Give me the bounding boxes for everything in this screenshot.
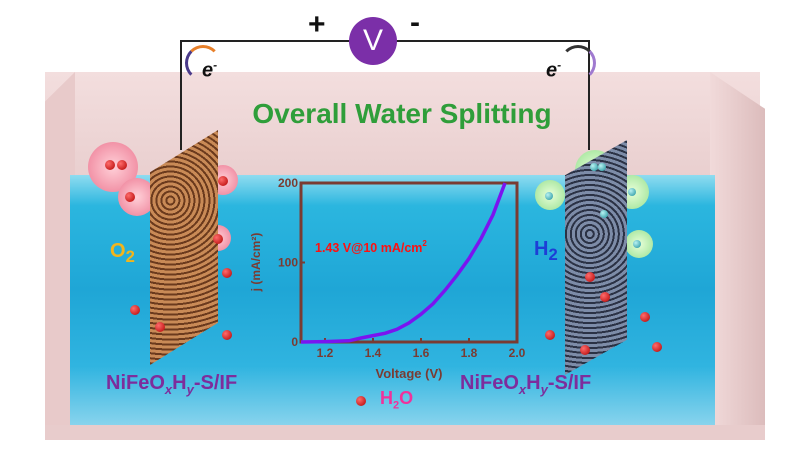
annotation-text: 1.43 V@10 mA/cm (315, 241, 422, 255)
annotation-sup: 2 (422, 239, 427, 248)
polarization-curve (300, 182, 507, 344)
minus-sign: - (410, 6, 420, 39)
y-axis-label: j (mA/cm²) (249, 233, 263, 293)
electron-label-right: e- (546, 58, 561, 83)
hydrogen-molecule (598, 163, 606, 171)
water-molecule (155, 322, 165, 332)
water-molecule-icon (356, 396, 366, 406)
oxygen-molecule (125, 192, 135, 202)
diagram-title: Overall Water Splitting (252, 98, 552, 129)
label-sub: y (186, 382, 194, 397)
hydrogen-molecule (633, 240, 641, 248)
plus-sign: + (308, 8, 326, 41)
tank-floor (45, 425, 765, 440)
water-label: H2O (380, 388, 413, 412)
x-axis-label: Voltage (V) (376, 366, 443, 381)
x-tick-label: 1.6 (413, 346, 430, 360)
oxygen-molecule (213, 234, 223, 244)
o2-subscript: 2 (125, 247, 135, 266)
tank-right-wall (710, 72, 765, 440)
y-tick-label: 100 (278, 256, 298, 270)
o2-bubble (118, 178, 156, 216)
water-molecule (652, 342, 662, 352)
hydrogen-molecule (600, 210, 608, 218)
cathode-electrode (565, 140, 627, 375)
label-part: NiFeO (106, 372, 165, 394)
o2-symbol: O (110, 240, 126, 262)
voltmeter: V (349, 17, 397, 65)
label-sub: y (540, 382, 548, 397)
oxygen-molecule (218, 176, 228, 186)
label-sub: 2 (393, 399, 400, 412)
water-molecule (640, 312, 650, 322)
h2-symbol: H (534, 238, 549, 260)
h2-label: H2 (534, 238, 558, 265)
electron-flow-arrow-icon (185, 45, 221, 81)
x-tick-label: 2.0 (509, 346, 526, 360)
x-tick-label: 1.4 (365, 346, 382, 360)
h2-subscript: 2 (548, 245, 558, 264)
water-molecule (222, 330, 232, 340)
water-molecule (222, 268, 232, 278)
hydrogen-molecule (628, 188, 636, 196)
label-part: NiFeO (460, 372, 519, 394)
lsv-chart: j (mA/cm²) 1.2 1.4 1.6 1.8 2.0 0 100 200 1.43 V… (249, 176, 526, 381)
hydrogen-molecule (545, 192, 553, 200)
label-part: -S/IF (547, 372, 592, 394)
electron-charge: - (557, 58, 562, 72)
water-molecule (130, 305, 140, 315)
label-part: H (172, 372, 187, 394)
y-tick-label: 0 (291, 335, 298, 349)
water-molecule (600, 292, 610, 302)
label-part: H (526, 372, 541, 394)
tank-back-wall (45, 72, 760, 177)
label-part: H (380, 388, 393, 408)
water-molecule (580, 345, 590, 355)
o2-label: O2 (110, 240, 135, 267)
x-tick-label: 1.8 (461, 346, 478, 360)
electron-text: e (546, 59, 558, 82)
oxygen-molecule (105, 160, 115, 170)
hydrogen-molecule (590, 163, 598, 171)
label-part: O (399, 388, 414, 408)
water-molecule (545, 330, 555, 340)
x-tick-label: 1.2 (317, 346, 334, 360)
cathode-catalyst-label: NiFeOxHy-S/IF (460, 372, 591, 397)
oxygen-molecule (117, 160, 127, 170)
label-sub: x (164, 382, 173, 397)
electron-flow-arrow-icon (560, 45, 596, 81)
y-tick-label: 200 (278, 176, 298, 190)
overpotential-annotation: 1.43 V@10 mA/cm2 (315, 239, 427, 255)
water-molecule (585, 272, 595, 282)
label-sub: x (518, 382, 527, 397)
anode-catalyst-label: NiFeOxHy-S/IF (106, 372, 237, 397)
plot-frame (299, 181, 519, 344)
label-part: -S/IF (193, 372, 238, 394)
